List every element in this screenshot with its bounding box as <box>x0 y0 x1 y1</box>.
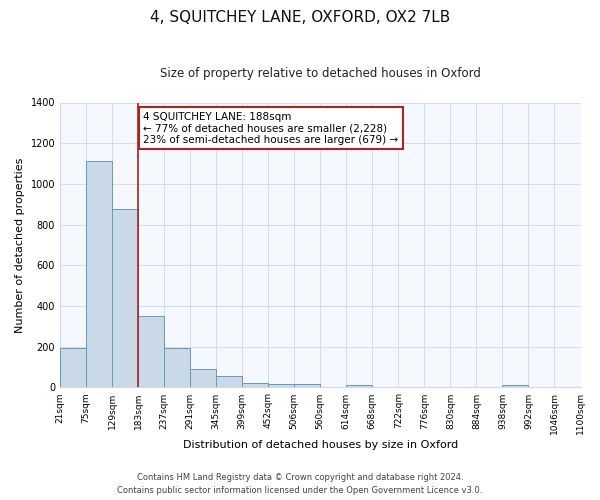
Text: 4 SQUITCHEY LANE: 188sqm
← 77% of detached houses are smaller (2,228)
23% of sem: 4 SQUITCHEY LANE: 188sqm ← 77% of detach… <box>143 112 398 145</box>
Bar <box>86 160 112 388</box>
Bar <box>138 316 164 388</box>
Bar <box>242 384 268 388</box>
Bar <box>346 386 373 388</box>
Bar <box>112 210 138 388</box>
Bar <box>502 386 529 388</box>
Bar <box>294 384 320 388</box>
Bar <box>216 376 242 388</box>
X-axis label: Distribution of detached houses by size in Oxford: Distribution of detached houses by size … <box>182 440 458 450</box>
Y-axis label: Number of detached properties: Number of detached properties <box>15 158 25 332</box>
Bar <box>268 384 294 388</box>
Text: Contains HM Land Registry data © Crown copyright and database right 2024.
Contai: Contains HM Land Registry data © Crown c… <box>118 474 482 495</box>
Bar <box>60 348 86 388</box>
Title: Size of property relative to detached houses in Oxford: Size of property relative to detached ho… <box>160 68 481 80</box>
Bar <box>190 369 216 388</box>
Text: 4, SQUITCHEY LANE, OXFORD, OX2 7LB: 4, SQUITCHEY LANE, OXFORD, OX2 7LB <box>150 10 450 25</box>
Bar <box>164 348 190 388</box>
